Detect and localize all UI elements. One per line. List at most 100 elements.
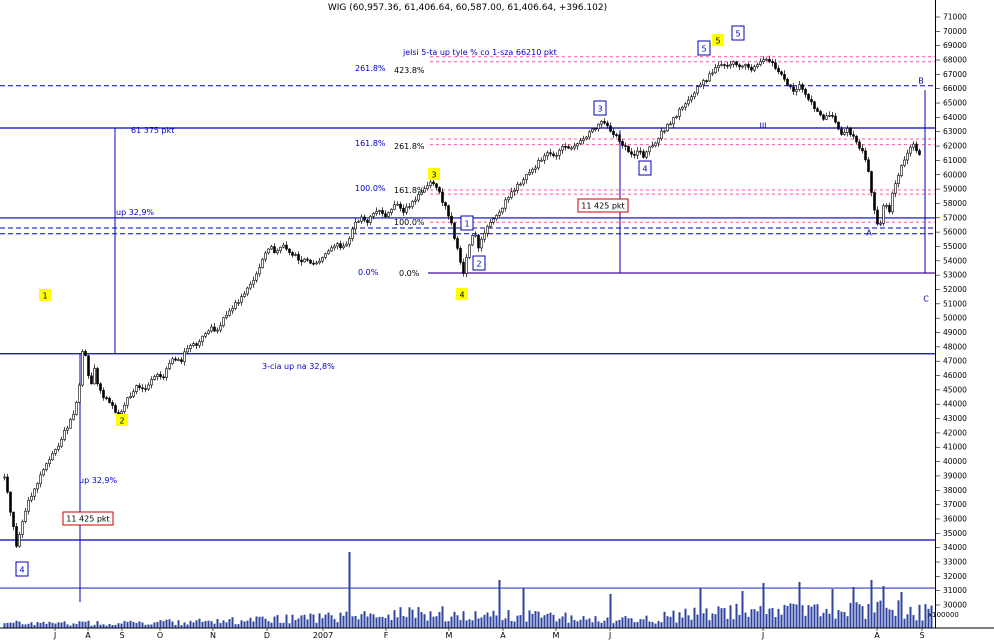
volume-bar bbox=[120, 623, 123, 628]
label-text: 68000 bbox=[943, 56, 967, 65]
wave-label-boxed[interactable] bbox=[731, 25, 745, 41]
volume-bar bbox=[897, 600, 900, 628]
wave-label-yellow[interactable] bbox=[712, 34, 724, 46]
candle bbox=[537, 160, 540, 169]
wave-labels-yellow[interactable]: 1 2 3 4 5 bbox=[39, 34, 724, 426]
label-text: 2 bbox=[476, 260, 481, 269]
label-text: 52000 bbox=[943, 285, 967, 294]
candle bbox=[759, 61, 762, 65]
volume-bar bbox=[717, 606, 720, 628]
candle bbox=[828, 115, 831, 117]
candle bbox=[624, 145, 627, 147]
annotation-text[interactable]: 61 375 pkt bbox=[131, 126, 174, 135]
fib-label[interactable]: 0.0% bbox=[399, 269, 420, 278]
measure-box[interactable] bbox=[62, 511, 114, 526]
volume-bar bbox=[183, 622, 186, 628]
measure-box[interactable] bbox=[577, 198, 629, 213]
candle bbox=[423, 188, 426, 193]
letter-label[interactable]: B bbox=[918, 77, 924, 86]
candle bbox=[477, 234, 480, 249]
volume-bar bbox=[525, 621, 528, 628]
fib-label[interactable]: 161.8% bbox=[355, 139, 386, 148]
volume-bar bbox=[372, 614, 375, 628]
volume-bar bbox=[264, 618, 267, 628]
volume-bar bbox=[528, 610, 531, 628]
letter-label[interactable]: III bbox=[759, 122, 766, 131]
volume-bar bbox=[804, 615, 807, 628]
letter-label[interactable]: A bbox=[866, 229, 872, 238]
wave-label-boxed[interactable] bbox=[15, 561, 29, 577]
fib-label[interactable]: 100.0% bbox=[355, 184, 386, 193]
volume-bar bbox=[321, 618, 324, 628]
volume-bar bbox=[867, 604, 870, 628]
volume-bar bbox=[429, 611, 432, 628]
candle bbox=[807, 93, 810, 100]
wave-label-boxed[interactable] bbox=[697, 40, 711, 56]
fib-labels[interactable]: 261.8% 423.8% 161.8% 261.8% 100.0% 161.8% 100.… bbox=[355, 64, 425, 278]
volume-bar bbox=[123, 620, 126, 628]
horizontal-lines[interactable] bbox=[0, 56, 935, 589]
annotations[interactable]: jelsi 5-ta up tyle % co 1-sza 66210 pkt 6… bbox=[79, 48, 557, 485]
candle bbox=[693, 92, 696, 98]
volume-bar bbox=[771, 607, 774, 628]
volume-bar bbox=[453, 611, 456, 628]
volume-bar bbox=[591, 622, 594, 628]
volume-bar bbox=[408, 607, 411, 628]
candle bbox=[45, 463, 48, 471]
fib-label[interactable]: 100.0% bbox=[394, 218, 425, 227]
candle bbox=[849, 128, 852, 135]
letter-label[interactable]: C bbox=[923, 295, 929, 304]
fib-label[interactable]: 261.8% bbox=[355, 64, 386, 73]
volume-bar bbox=[126, 621, 129, 628]
label-text: O bbox=[157, 631, 163, 640]
volume-bar bbox=[465, 620, 468, 628]
annotation-text[interactable]: up 32,9% bbox=[116, 208, 155, 217]
candle bbox=[57, 445, 60, 450]
volume-bar bbox=[444, 621, 447, 628]
candle bbox=[159, 374, 162, 378]
volume-bar bbox=[483, 614, 486, 628]
volume-bar bbox=[846, 616, 849, 628]
wave-label-yellow[interactable] bbox=[116, 414, 128, 426]
volume-bar bbox=[783, 604, 786, 628]
wave-label-boxed[interactable] bbox=[472, 255, 486, 271]
volume-bar bbox=[549, 612, 552, 628]
vertical-lines[interactable] bbox=[79, 90, 926, 603]
candle bbox=[252, 279, 255, 285]
candle bbox=[753, 66, 756, 71]
fib-label[interactable]: 161.8% bbox=[394, 186, 425, 195]
candle bbox=[711, 72, 714, 75]
letter-labels[interactable]: B A C III bbox=[759, 77, 929, 304]
candle bbox=[873, 192, 876, 211]
candle bbox=[210, 326, 213, 332]
volume-bar bbox=[318, 613, 321, 628]
candle bbox=[318, 260, 321, 264]
candle bbox=[501, 207, 504, 213]
candle bbox=[720, 64, 723, 66]
annotation-text[interactable]: jelsi 5-ta up tyle % co 1-sza 66210 pkt bbox=[402, 48, 557, 57]
volume-bar bbox=[36, 622, 39, 628]
candle bbox=[6, 476, 9, 493]
fib-label[interactable]: 423.8% bbox=[394, 66, 425, 75]
volume-bar bbox=[885, 607, 888, 628]
wave-label-boxed[interactable] bbox=[638, 160, 652, 176]
measure-boxes[interactable]: 11 425 pkt 11 425 pkt bbox=[62, 198, 629, 526]
annotation-text[interactable]: 3-cia up na 32,8% bbox=[262, 362, 335, 371]
wave-label-boxed[interactable] bbox=[460, 215, 474, 231]
volume-bar bbox=[210, 621, 213, 628]
wave-label-yellow[interactable] bbox=[428, 168, 440, 180]
wave-label-boxed[interactable] bbox=[593, 100, 607, 116]
wave-label-yellow[interactable] bbox=[456, 288, 468, 300]
candle bbox=[651, 145, 654, 148]
candle bbox=[54, 449, 57, 454]
volume-bar bbox=[879, 600, 882, 628]
volume-bar bbox=[561, 616, 564, 628]
fib-label[interactable]: 0.0% bbox=[358, 268, 379, 277]
wave-label-yellow[interactable] bbox=[39, 289, 51, 301]
candle bbox=[408, 206, 411, 208]
label-text: 30000 bbox=[943, 601, 967, 610]
fib-label[interactable]: 261.8% bbox=[394, 142, 425, 151]
annotation-text[interactable]: up 32,9% bbox=[79, 476, 118, 485]
